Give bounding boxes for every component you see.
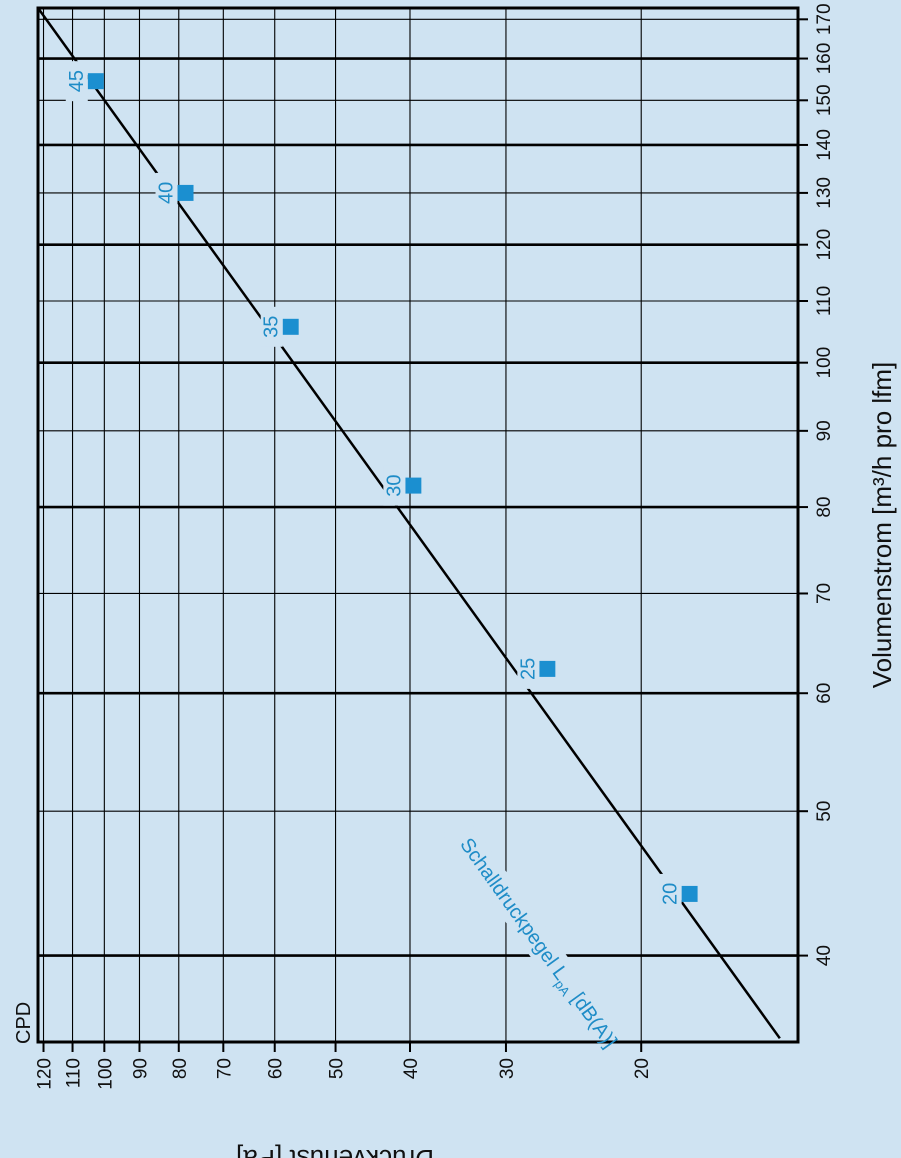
corner-label: CPD bbox=[13, 1002, 35, 1044]
data-point-label-bg bbox=[383, 465, 406, 506]
x-tick-label-60: 60 bbox=[814, 683, 835, 704]
series-label-background bbox=[442, 816, 610, 1033]
data-point-label-bg bbox=[65, 61, 88, 102]
y-tick-label-50: 50 bbox=[327, 1058, 348, 1079]
y-axis-title: Druckverlust [Pa] bbox=[236, 1144, 434, 1158]
y-tick-label-70: 70 bbox=[214, 1058, 235, 1079]
x-tick-label-80: 80 bbox=[814, 497, 835, 518]
x-tick-label-130: 130 bbox=[814, 177, 835, 209]
x-tick-label-50: 50 bbox=[814, 801, 835, 822]
x-tick-label-70: 70 bbox=[814, 583, 835, 604]
x-tick-label-100: 100 bbox=[814, 347, 835, 379]
x-axis-title: Volumenstrom [m³/h pro lfm] bbox=[867, 362, 897, 689]
y-tick-label-20: 20 bbox=[632, 1058, 653, 1079]
x-tick-label-140: 140 bbox=[814, 129, 835, 161]
data-point-label-bg bbox=[517, 648, 540, 689]
x-tick-label-110: 110 bbox=[814, 286, 835, 316]
data-point-marker bbox=[405, 477, 422, 494]
data-point-marker bbox=[681, 885, 698, 902]
y-tick-label-40: 40 bbox=[401, 1058, 422, 1079]
y-tick-label-60: 60 bbox=[266, 1058, 287, 1079]
x-tick-label-40: 40 bbox=[814, 945, 835, 966]
data-point-label: 30 bbox=[383, 474, 405, 496]
y-tick-label-100: 100 bbox=[95, 1058, 116, 1090]
data-points: 20 25 30 35 40 45 bbox=[65, 61, 698, 914]
data-point-label: 35 bbox=[261, 316, 283, 338]
data-point-marker bbox=[539, 660, 556, 677]
data-point-label: 20 bbox=[660, 883, 682, 905]
grid bbox=[38, 8, 798, 1042]
x-tick-label-160: 160 bbox=[814, 43, 835, 75]
x-tick-label-170: 170 bbox=[814, 3, 835, 35]
y-tick-label-80: 80 bbox=[170, 1058, 191, 1079]
data-point-label: 40 bbox=[156, 182, 178, 204]
data-point-marker bbox=[177, 184, 194, 201]
data-point-label: 25 bbox=[517, 658, 539, 680]
y-axis-ticks: 20 30 40 50 60 70 80 90 100 110 120 bbox=[35, 1042, 653, 1090]
data-point-label-bg bbox=[659, 873, 682, 914]
data-point-label: 45 bbox=[66, 70, 88, 92]
plot-frame bbox=[36, 6, 800, 1044]
data-point-label-bg bbox=[155, 172, 178, 213]
data-point-marker bbox=[87, 73, 104, 90]
data-point-label-bg bbox=[260, 306, 283, 347]
y-tick-label-90: 90 bbox=[130, 1058, 151, 1079]
x-tick-label-90: 90 bbox=[814, 420, 835, 441]
data-point-marker bbox=[282, 318, 299, 335]
x-axis-ticks: 40 50 60 70 80 90 100 110 120 130 140 150 160 170 bbox=[798, 3, 835, 966]
x-tick-label-150: 150 bbox=[814, 84, 835, 116]
x-tick-label-120: 120 bbox=[814, 229, 835, 261]
y-tick-label-120: 120 bbox=[35, 1058, 56, 1090]
y-tick-label-30: 30 bbox=[497, 1058, 518, 1079]
y-tick-label-110: 110 bbox=[64, 1058, 85, 1088]
